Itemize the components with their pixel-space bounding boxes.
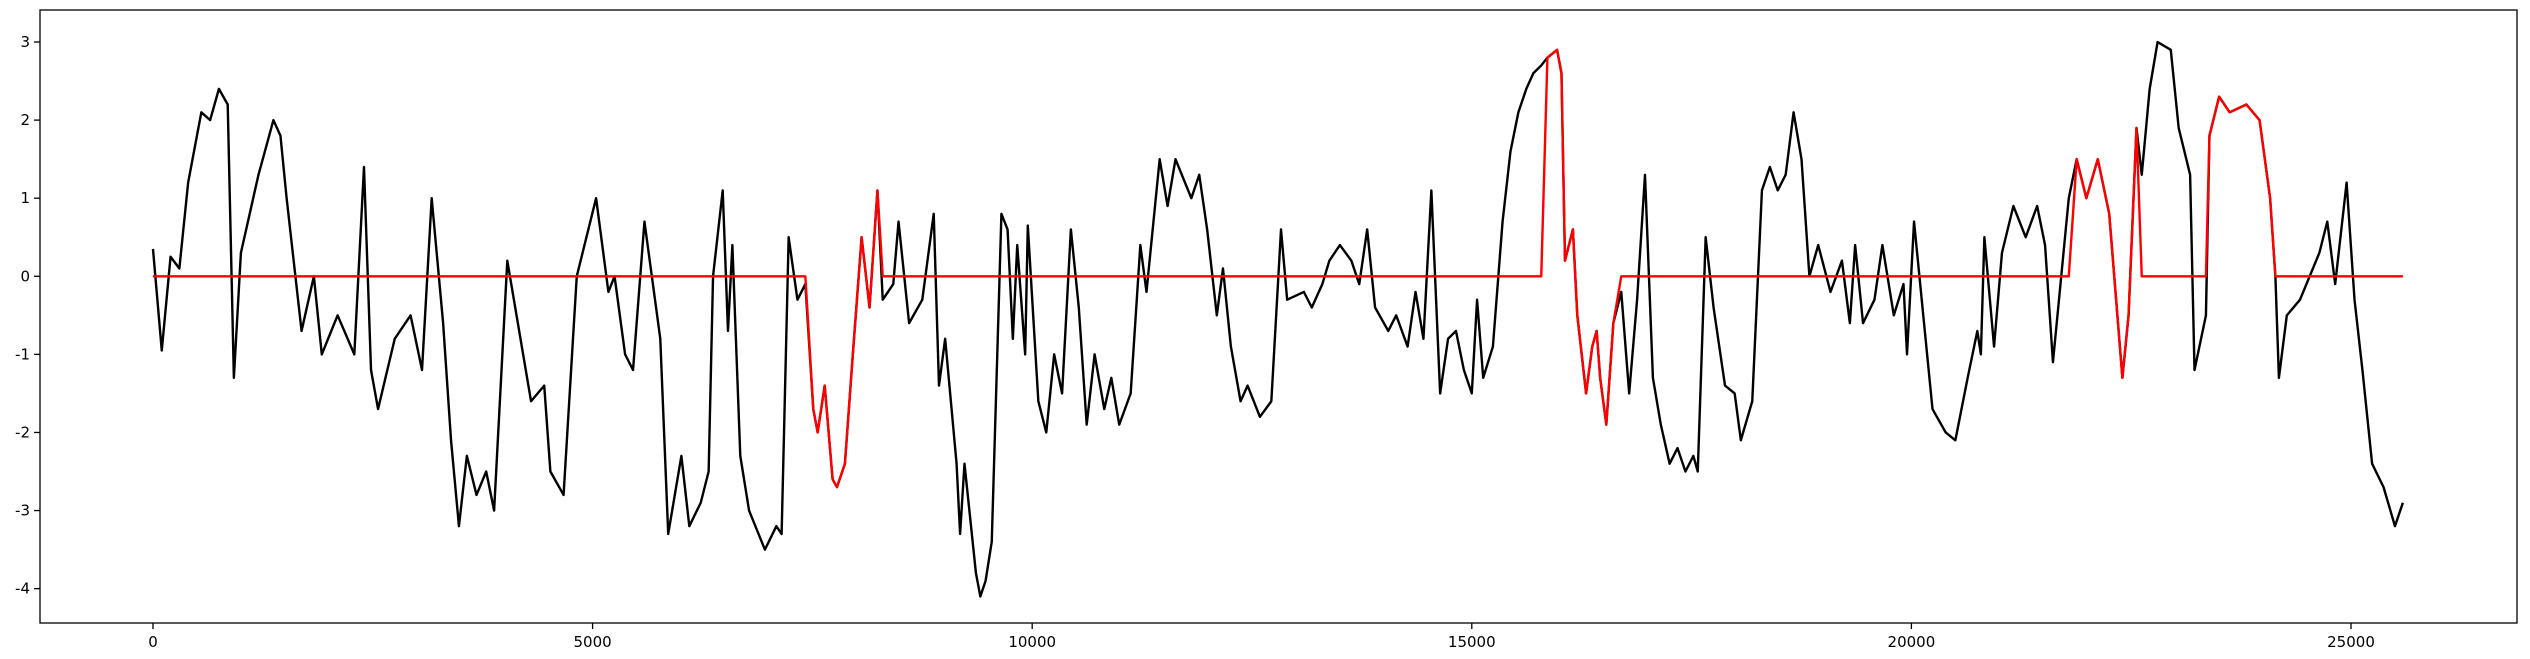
x-tick-label: 15000	[1448, 633, 1496, 651]
x-tick-label: 5000	[573, 633, 611, 651]
y-tick-label: 1	[20, 189, 30, 207]
y-tick-label: -2	[15, 423, 30, 441]
x-tick-label: 20000	[1888, 633, 1936, 651]
y-tick-label: 2	[20, 111, 30, 129]
plot-frame	[39, 9, 2518, 624]
x-tick-label: 0	[148, 633, 158, 651]
x-tick-label: 10000	[1008, 633, 1056, 651]
y-tick-label: -4	[15, 580, 30, 598]
y-tick-label: 3	[20, 33, 30, 51]
series-line	[151, 40, 2405, 598]
y-tick-label: -1	[15, 345, 30, 363]
x-tick-label: 25000	[2327, 633, 2375, 651]
y-tick-label: 0	[20, 267, 30, 285]
y-tick-label: -3	[15, 502, 30, 520]
series-line	[152, 48, 2403, 489]
